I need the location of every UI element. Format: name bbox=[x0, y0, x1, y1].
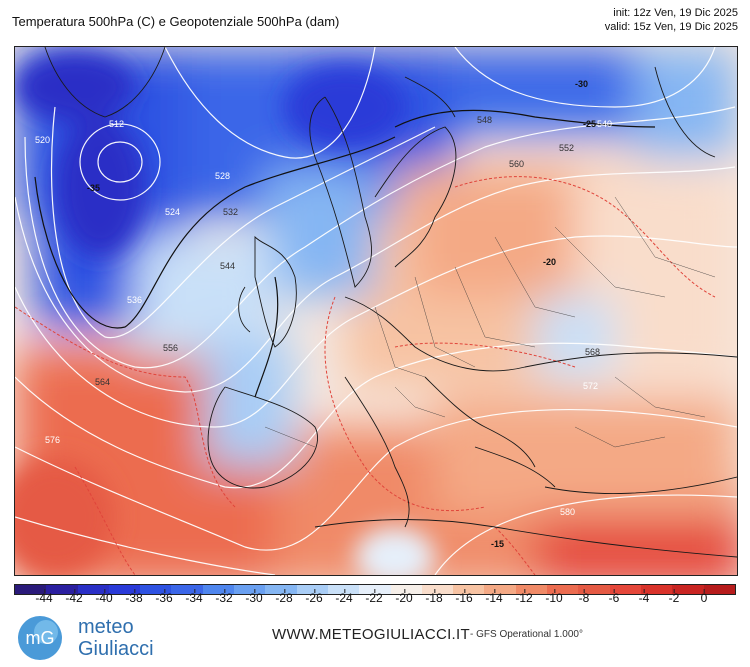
colorbar-tick-label: -20 bbox=[395, 589, 413, 605]
colorbar-swatch bbox=[15, 585, 47, 594]
label-t-15: -15 bbox=[491, 539, 504, 549]
map-canvas: 512 520 524 528 532 536 540 544 548 552 … bbox=[15, 47, 737, 575]
label-t-35: -35 bbox=[87, 183, 100, 193]
temperature-field bbox=[15, 47, 737, 575]
colorbar-swatch bbox=[296, 585, 328, 594]
colorbar-tick-label: -30 bbox=[245, 589, 263, 605]
label-gp-532: 532 bbox=[223, 207, 238, 217]
colorbar-swatch bbox=[453, 585, 485, 594]
label-gp-564: 564 bbox=[95, 377, 110, 387]
label-t-30: -30 bbox=[575, 79, 588, 89]
colorbar-swatch bbox=[108, 585, 141, 594]
colorbar-swatch bbox=[202, 585, 235, 594]
colorbar-tick-label: -40 bbox=[95, 589, 113, 605]
colorbar-swatch bbox=[672, 585, 704, 594]
colorbar-tick-label: 0 bbox=[700, 589, 708, 605]
label-gp-568: 568 bbox=[585, 347, 600, 357]
colorbar-tick-label: -10 bbox=[545, 589, 563, 605]
colorbar-swatch bbox=[421, 585, 454, 594]
coastlines bbox=[44, 47, 737, 558]
label-gp-560: 560 bbox=[509, 159, 524, 169]
label-t-25: -25 bbox=[583, 119, 596, 129]
weather-map: 512 520 524 528 532 536 540 544 548 552 … bbox=[14, 46, 738, 576]
colorbar-tick-label: -44 bbox=[35, 589, 53, 605]
colorbar-ticks: -44 -42 -40 -38 -36 -34 -32 -30 -28 -26 -24 -22 -20-… bbox=[14, 589, 734, 609]
cold-cores bbox=[15, 52, 435, 575]
chart-title: Temperatura 500hPa (C) e Geopotenziale 5… bbox=[12, 14, 340, 29]
borders bbox=[264, 196, 716, 448]
colorbar-tick-label: -6 bbox=[608, 589, 620, 605]
colorbar-swatch bbox=[327, 585, 360, 594]
colorbar-tick-label: -4 bbox=[638, 589, 650, 605]
colorbar bbox=[14, 584, 736, 595]
label-gp-552: 552 bbox=[559, 143, 574, 153]
colorbar-swatch bbox=[140, 585, 172, 594]
colorbar-swatch bbox=[234, 585, 266, 594]
brand-name-line1: meteo bbox=[78, 616, 134, 638]
colorbar-swatch bbox=[609, 585, 641, 594]
colorbar-tick-label: -32 bbox=[215, 589, 233, 605]
colorbar-swatch bbox=[390, 585, 422, 594]
colorbar-tick-label: -26 bbox=[305, 589, 323, 605]
colorbar-tick-label: -16 bbox=[455, 589, 473, 605]
colorbar-tick-label: -2 bbox=[668, 589, 680, 605]
label-gp-548: 548 bbox=[477, 115, 492, 125]
colorbar-tick-label: -12 bbox=[515, 589, 533, 605]
colorbar-swatch bbox=[46, 585, 78, 594]
footer: mG meteo Giuliacci WWW.METEOGIULIACCI.IT… bbox=[0, 612, 750, 667]
colorbar-swatch bbox=[484, 585, 516, 594]
colorbar-tick-label: -38 bbox=[125, 589, 143, 605]
website-link[interactable]: WWW.METEOGIULIACCI.IT bbox=[272, 626, 470, 643]
map-labels: 512 520 524 528 532 536 540 544 548 552 … bbox=[35, 79, 612, 549]
label-gp-528: 528 bbox=[215, 171, 230, 181]
colorbar-tick-label: -18 bbox=[425, 589, 443, 605]
colorbar-swatch bbox=[171, 585, 203, 594]
colorbar-swatch bbox=[578, 585, 610, 594]
label-gp-540: 540 bbox=[597, 119, 612, 129]
colorbar-swatch bbox=[515, 585, 548, 594]
colorbar-tick-label: -42 bbox=[65, 589, 83, 605]
brand-name-line2: Giuliacci bbox=[78, 638, 154, 660]
label-gp-556: 556 bbox=[163, 343, 178, 353]
isotherms-solid bbox=[34, 109, 656, 398]
label-gp-536: 536 bbox=[127, 295, 142, 305]
colorbar-swatch bbox=[547, 585, 579, 594]
valid-time: valid: 15z Ven, 19 Dic 2025 bbox=[604, 21, 738, 33]
isotherms-dashed bbox=[15, 176, 716, 575]
colorbar-tick-label: -28 bbox=[275, 589, 293, 605]
init-time: init: 12z Ven, 19 Dic 2025 bbox=[613, 7, 738, 19]
label-t-20: -20 bbox=[543, 257, 556, 267]
colorbar-swatch bbox=[77, 585, 109, 594]
label-gp-544: 544 bbox=[220, 261, 235, 271]
label-gp-576: 576 bbox=[45, 435, 60, 445]
svg-text:mG: mG bbox=[26, 628, 55, 648]
label-gp-520: 520 bbox=[35, 135, 50, 145]
colorbar-swatch bbox=[265, 585, 297, 594]
label-gp-512: 512 bbox=[109, 119, 124, 129]
colorbar-swatch bbox=[640, 585, 673, 594]
colorbar-tick-label: -36 bbox=[155, 589, 173, 605]
brand-logo-icon: mG bbox=[18, 616, 62, 660]
label-gp-580: 580 bbox=[560, 507, 575, 517]
colorbar-swatch bbox=[703, 585, 735, 594]
label-gp-524: 524 bbox=[165, 207, 180, 217]
geopotential-contours bbox=[15, 47, 737, 575]
label-gp-572: 572 bbox=[583, 381, 598, 391]
run-info: init: 12z Ven, 19 Dic 2025 valid: 15z Ve… bbox=[605, 6, 738, 34]
colorbar-tick-label: -14 bbox=[485, 589, 503, 605]
colorbar-tick-label: -8 bbox=[578, 589, 590, 605]
colorbar-tick-label: -24 bbox=[335, 589, 353, 605]
colorbar-tick-label: -34 bbox=[185, 589, 203, 605]
colorbar-tick-label: -22 bbox=[365, 589, 383, 605]
model-info: - GFS Operational 1.000° bbox=[470, 629, 583, 640]
